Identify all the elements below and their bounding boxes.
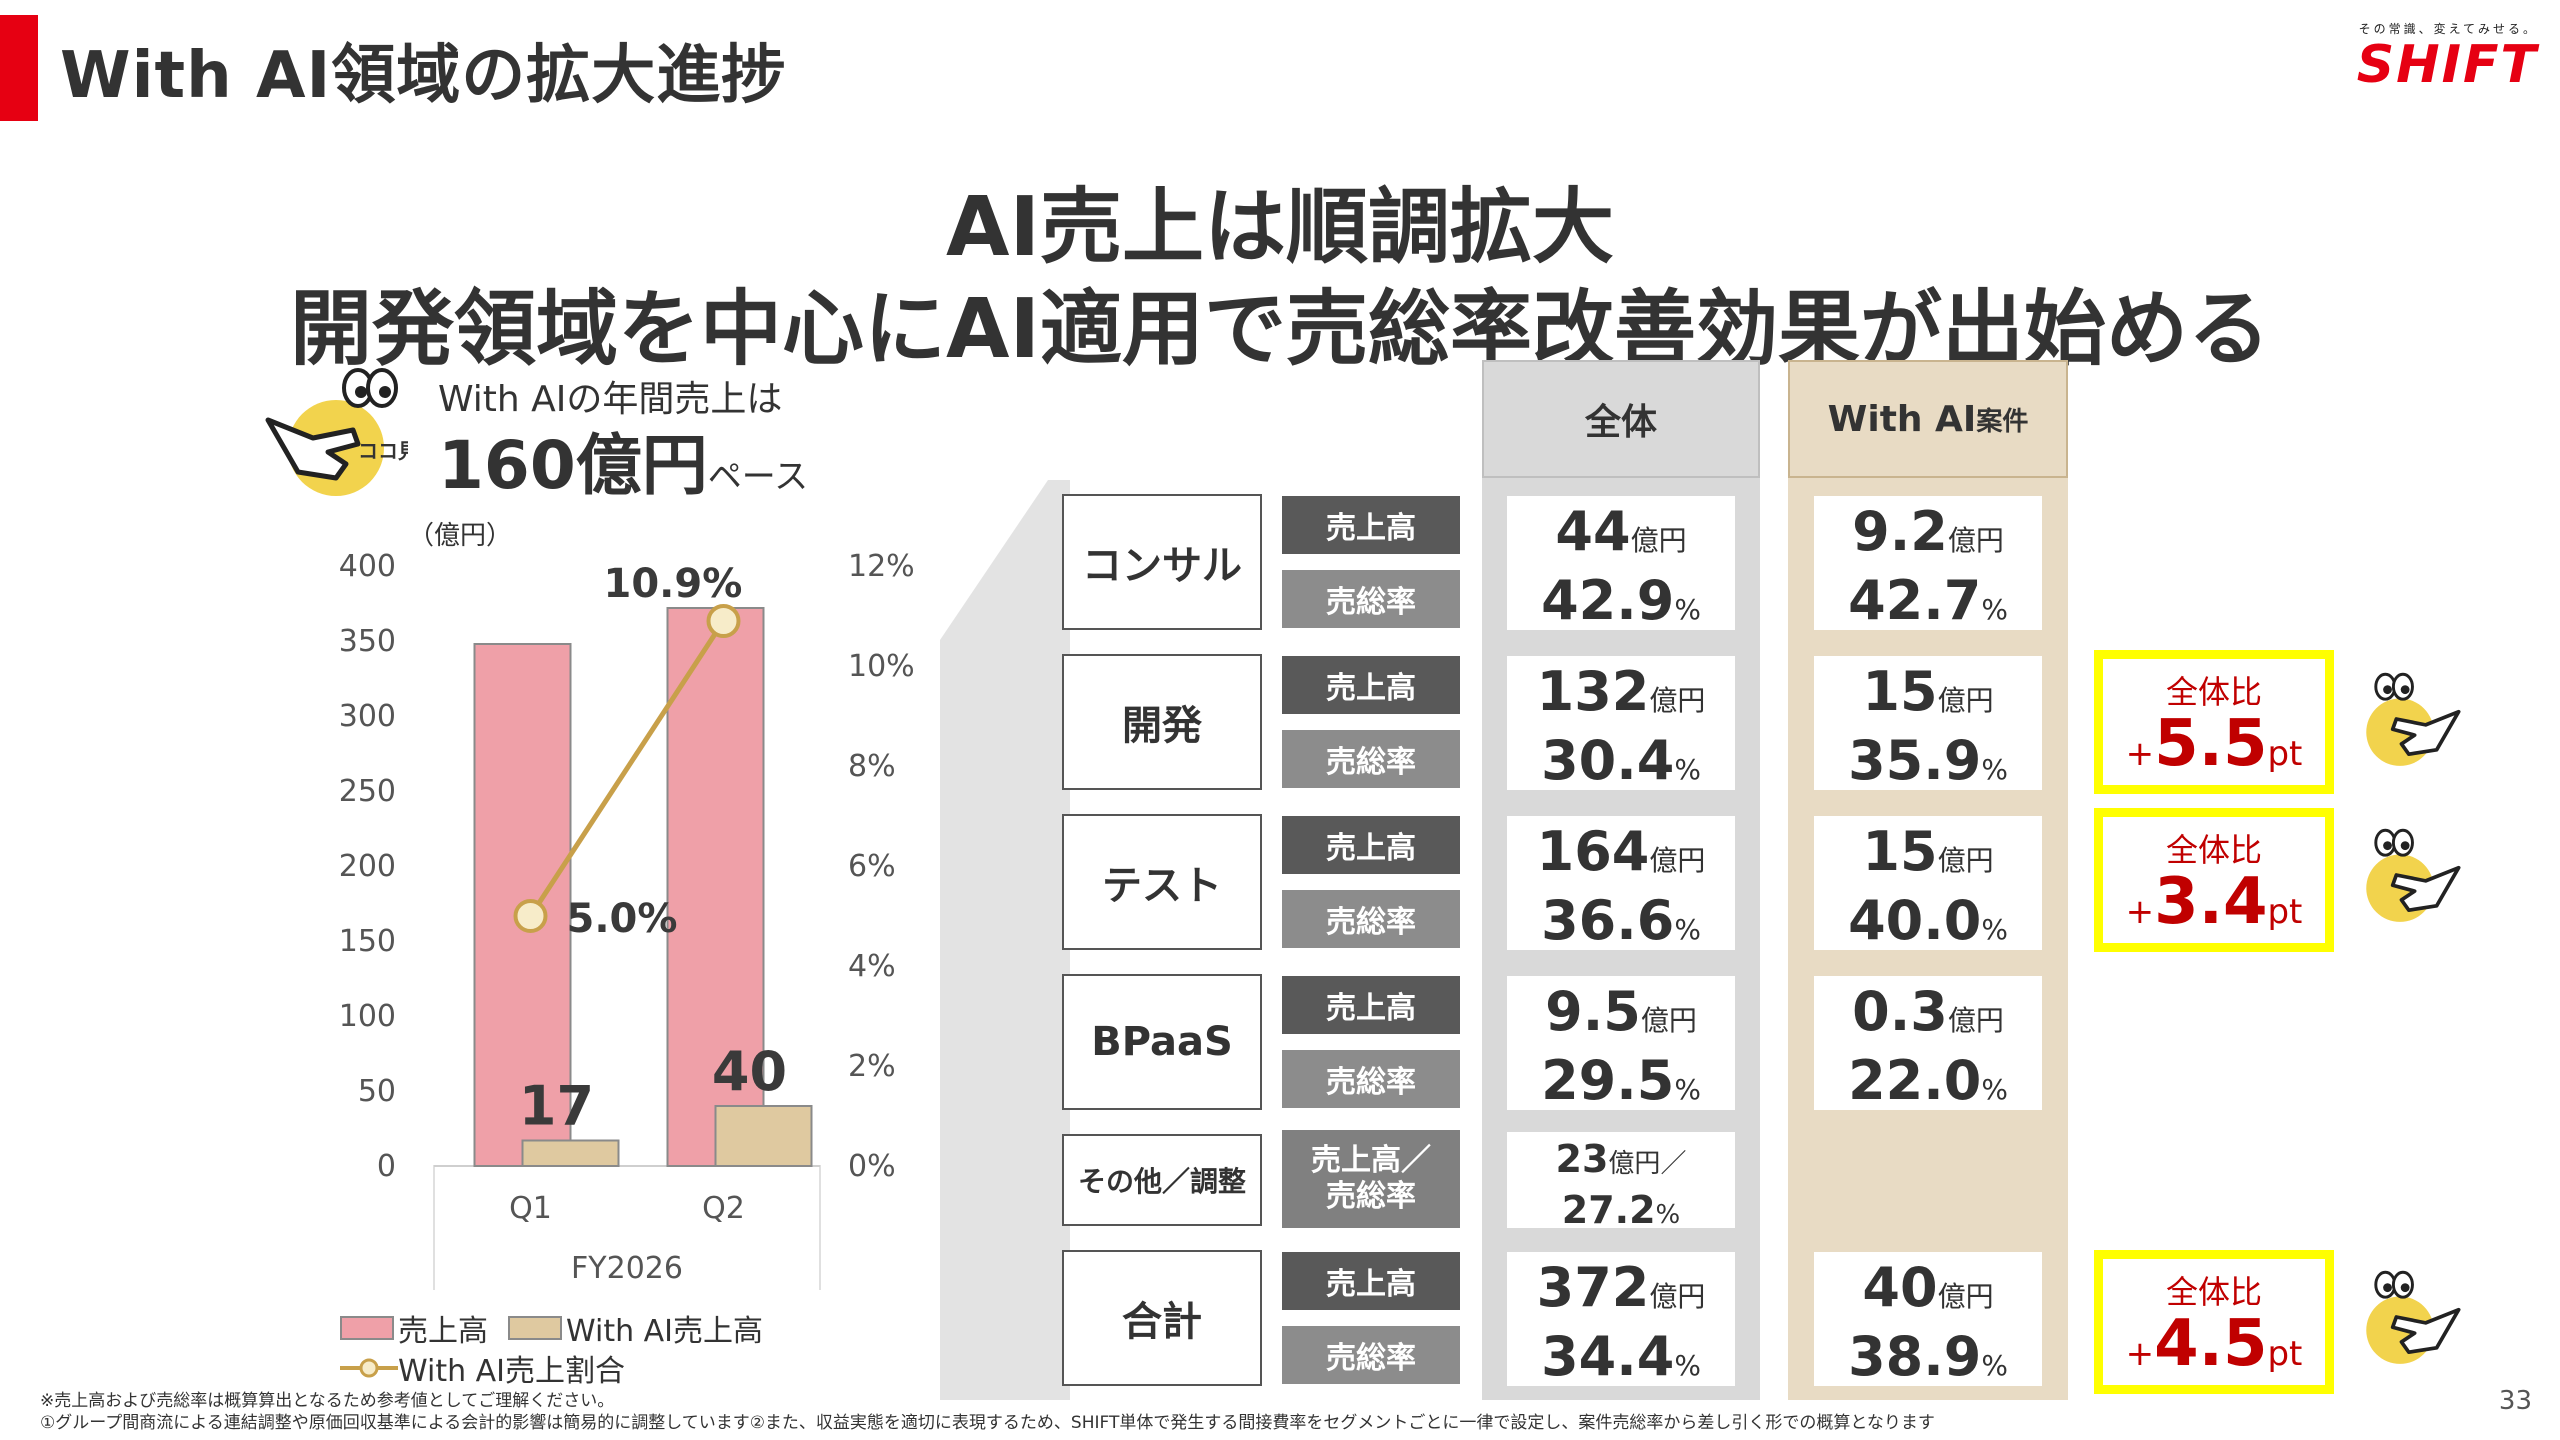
label-margin: 売総率 bbox=[1282, 730, 1460, 788]
label-margin: 売総率 bbox=[1282, 570, 1460, 628]
segment-consul: コンサル bbox=[1062, 494, 1262, 630]
shift-logo: SHIFT bbox=[2356, 35, 2538, 95]
label-sales-margin: 売上高／ 売総率 bbox=[1282, 1130, 1460, 1228]
segment-total: 合計 bbox=[1062, 1250, 1262, 1386]
x-group-label: FY2026 bbox=[571, 1251, 683, 1286]
y-left-tick-label: 200 bbox=[339, 849, 396, 884]
svg-text:ココ見て: ココ見て bbox=[358, 439, 408, 463]
legend-item-ai-ratio: With AI売上割合 bbox=[340, 1346, 625, 1390]
footnote-2: ①グループ間商流による連結調整や原価回収基準による会計的影響は簡易的に調整してい… bbox=[40, 1413, 1935, 1433]
value-ai-total: 40億円 38.9% bbox=[1814, 1252, 2042, 1387]
value-all-test: 164億円 36.6% bbox=[1507, 816, 1735, 951]
brand-tagline: その常識、変えてみせる。 bbox=[2358, 22, 2538, 36]
value-all-other: 23億円売上高／／ 27.2% bbox=[1507, 1132, 1735, 1232]
value-ai-test: 15億円 40.0% bbox=[1814, 816, 2042, 951]
legend-swatch-sales bbox=[340, 1316, 394, 1340]
data-label-ai-ratio: 5.0% bbox=[567, 896, 678, 942]
data-label-ai-ratio: 10.9% bbox=[604, 561, 743, 607]
y-right-tick-label: 0% bbox=[848, 1149, 896, 1184]
legend-swatch-ai-sales bbox=[508, 1316, 562, 1340]
column-header-with-ai: With AI 案件 bbox=[1788, 360, 2068, 478]
bar-ai-sales-Q2 bbox=[714, 1105, 813, 1167]
footnote-1: ※売上高および売総率は概算算出となるため参考値としてご理解ください。 bbox=[40, 1391, 615, 1411]
value-ai-bpaas: 0.3億円 22.0% bbox=[1814, 976, 2042, 1111]
data-label-ai-sales: 40 bbox=[712, 1040, 787, 1103]
mascot-pointing-hand-icon bbox=[2366, 828, 2461, 922]
value-all-total: 372億円 34.4% bbox=[1507, 1252, 1735, 1387]
y-left-tick-label: 250 bbox=[339, 774, 396, 809]
y-right-tick-label: 10% bbox=[848, 649, 915, 684]
sales-chart: （億円） 0 50 100 150 200 250 300 350 400 0% 2% 4% 6% 8% 10… bbox=[339, 521, 915, 1290]
mascot-pointing-hand-icon: ココ見て bbox=[265, 368, 408, 496]
y-left-tick-label: 150 bbox=[339, 924, 396, 959]
diff-badge-total: 全体比 +4.5pt bbox=[2094, 1250, 2334, 1394]
y-left-tick-label: 300 bbox=[339, 699, 396, 734]
page-number: 33 bbox=[2498, 1386, 2532, 1416]
callout-text: With AIの年間売上は bbox=[438, 379, 783, 420]
y-right-tick-label: 4% bbox=[848, 949, 896, 984]
y-axis-unit-label: （億円） bbox=[408, 521, 512, 551]
value-all-consul: 44億円 42.9% bbox=[1507, 496, 1735, 631]
callout-value: 160億円ペース bbox=[438, 427, 809, 504]
value-ai-dev: 15億円 35.9% bbox=[1814, 656, 2042, 791]
point-ai-ratio bbox=[706, 604, 741, 638]
y-right-tick-label: 8% bbox=[848, 749, 896, 784]
legend-item-ai-sales: With AI売上高 bbox=[508, 1306, 763, 1350]
value-all-dev: 132億円 30.4% bbox=[1507, 656, 1735, 791]
legend-item-sales: 売上高 bbox=[340, 1306, 488, 1350]
chart-legend: 売上高 With AI売上高 With AI売上割合 bbox=[340, 1306, 783, 1390]
chart-to-table-connector bbox=[940, 480, 1070, 1400]
y-right-tick-label: 6% bbox=[848, 849, 896, 884]
label-sales: 売上高 bbox=[1282, 496, 1460, 554]
label-sales: 売上高 bbox=[1282, 656, 1460, 714]
label-sales: 売上高 bbox=[1282, 1252, 1460, 1310]
point-ai-ratio bbox=[513, 899, 548, 933]
y-left-tick-label: 50 bbox=[358, 1074, 396, 1109]
diff-badge-dev: 全体比 +5.5pt bbox=[2094, 650, 2334, 794]
column-header-all: 全体 bbox=[1482, 360, 1760, 478]
label-margin: 売総率 bbox=[1282, 1050, 1460, 1108]
segment-other: その他／調整 bbox=[1062, 1134, 1262, 1226]
label-sales: 売上高 bbox=[1282, 976, 1460, 1034]
label-margin: 売総率 bbox=[1282, 890, 1460, 948]
mascot-pointing-hand-icon bbox=[2366, 672, 2461, 766]
segment-bpaas: BPaaS bbox=[1062, 974, 1262, 1110]
header-accent-bar bbox=[0, 15, 38, 121]
y-left-tick-label: 0 bbox=[377, 1149, 396, 1184]
y-left-tick-label: 400 bbox=[339, 549, 396, 584]
page-title: With AI領域の拡大進捗 bbox=[60, 39, 787, 113]
x-tick-label: Q1 bbox=[509, 1191, 552, 1226]
y-right-tick-label: 2% bbox=[848, 1049, 896, 1084]
y-left-tick-label: 100 bbox=[339, 999, 396, 1034]
data-label-ai-sales: 17 bbox=[519, 1075, 594, 1138]
value-ai-consul: 9.2億円 42.7% bbox=[1814, 496, 2042, 631]
brand: その常識、変えてみせる。 SHIFT bbox=[2308, 20, 2538, 93]
bar-ai-sales-Q1 bbox=[521, 1139, 620, 1167]
mascot-pointing-hand-icon bbox=[2366, 1270, 2461, 1364]
x-tick-label: Q2 bbox=[702, 1191, 745, 1226]
label-margin: 売総率 bbox=[1282, 1326, 1460, 1384]
y-left-tick-label: 350 bbox=[339, 624, 396, 659]
legend-line-swatch-icon bbox=[340, 1358, 398, 1378]
line-ai-ratio bbox=[528, 619, 726, 918]
diff-badge-test: 全体比 +3.4pt bbox=[2094, 808, 2334, 952]
y-right-tick-label: 12% bbox=[848, 549, 915, 584]
segment-dev: 開発 bbox=[1062, 654, 1262, 790]
headline-line1: AI売上は順調拡大 bbox=[946, 180, 1614, 275]
value-all-bpaas: 9.5億円 29.5% bbox=[1507, 976, 1735, 1111]
label-sales: 売上高 bbox=[1282, 816, 1460, 874]
segment-test: テスト bbox=[1062, 814, 1262, 950]
